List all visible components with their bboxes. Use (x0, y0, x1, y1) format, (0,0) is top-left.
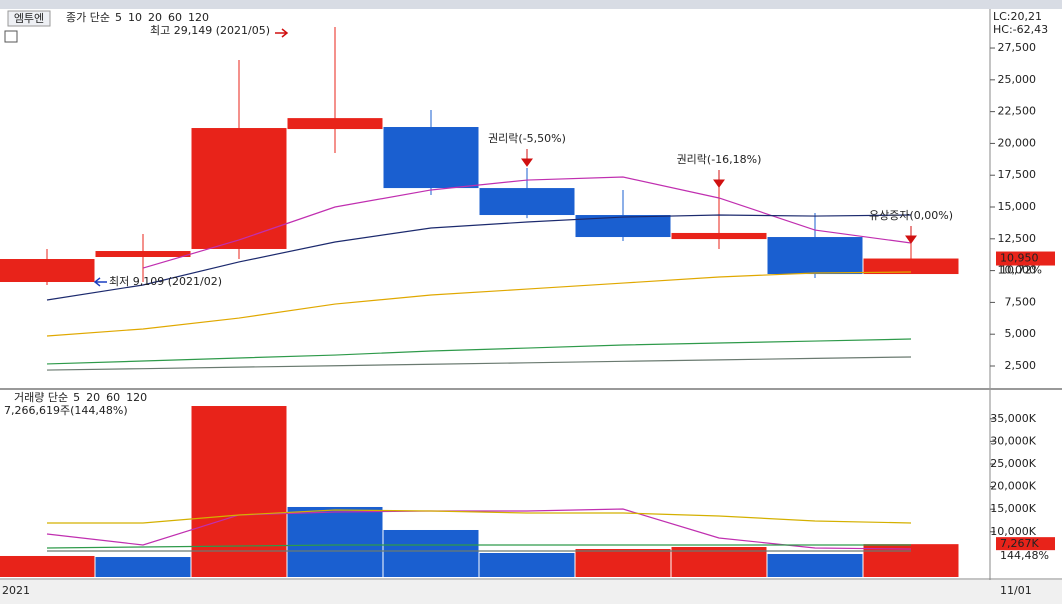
change-label: 10,72% (1000, 264, 1042, 277)
volume-bar (575, 549, 671, 577)
candle-body (479, 188, 575, 216)
y-tick-label: 17,500 (998, 168, 1037, 181)
y-tick-label: 27,500 (998, 41, 1037, 54)
y-tick-label: 25,000 (998, 73, 1037, 86)
legend-title: 종가 단순 (66, 11, 110, 24)
annotation: 권리락(-16,18%) (677, 153, 762, 166)
y-tick-label: 2,500 (1005, 359, 1037, 372)
legend-entry: 20 (86, 391, 100, 404)
y-tick-label: 35,000K (990, 412, 1036, 425)
ma-line (46, 214, 912, 301)
plot-area (0, 9, 990, 580)
y-tick-label: 10,000 (998, 264, 1037, 277)
candle-body (671, 232, 767, 240)
axis-panel (990, 9, 1062, 580)
time-label: 2021 (2, 584, 30, 597)
volume-bar (383, 529, 479, 577)
candle-body (0, 259, 95, 283)
candle-body (287, 118, 383, 130)
volume-bar (863, 544, 959, 577)
y-tick-label: 5,000 (1005, 327, 1037, 340)
ma-line (46, 508, 912, 550)
volume-bar (287, 506, 383, 577)
last-volume-label: 7,267K (1000, 537, 1039, 550)
volume-bar (0, 555, 95, 577)
indicator: HC:-62,43 (993, 23, 1048, 36)
legend-entry: 5 (73, 391, 80, 404)
legend-title: 거래량 단순 (14, 391, 68, 404)
y-tick-label: 15,000 (998, 200, 1037, 213)
legend-entry: 20 (148, 11, 162, 24)
time-label: 11/01 (1000, 584, 1032, 597)
ma-line (47, 509, 912, 524)
annotation-arrow (275, 28, 289, 38)
candle-body (863, 258, 959, 275)
annotation: 권리락(-5,50%) (488, 132, 566, 145)
legend-entry: 60 (168, 11, 182, 24)
y-tick-label: 20,000 (998, 136, 1037, 149)
y-tick-label: 7,500 (1005, 295, 1037, 308)
legend-entry: 60 (106, 391, 120, 404)
ma-line (46, 271, 912, 337)
candle-body (191, 128, 287, 249)
event-arrow (905, 226, 917, 244)
volume-bar (191, 406, 287, 577)
ma-line (46, 338, 912, 365)
y-tick-label: 20,000K (990, 480, 1036, 493)
event-arrow (521, 149, 533, 167)
volume-bar (479, 552, 575, 577)
ma-line (46, 544, 911, 549)
y-tick-label: 22,500 (998, 105, 1037, 118)
last-price-label: 10,950 (1000, 252, 1039, 265)
change-label: 144,48% (1000, 549, 1049, 562)
y-tick-label: 10,000K (990, 525, 1036, 538)
y-tick-label: 12,500 (998, 232, 1037, 245)
last-price-box (996, 251, 1055, 266)
legend-entry: 5 (115, 11, 122, 24)
annotation-arrow (93, 277, 107, 287)
ma-line (142, 176, 912, 269)
candle-body (95, 251, 191, 257)
indicator: LC:20,21 (993, 10, 1042, 23)
time-axis (0, 580, 1062, 604)
ma-line (46, 356, 912, 371)
stock-button[interactable] (7, 10, 51, 27)
last-volume-box (996, 537, 1055, 551)
y-tick-label: 15,000K (990, 502, 1036, 515)
y-tick-label: 30,000K (990, 434, 1036, 447)
y-tick-label: 25,000K (990, 457, 1036, 470)
volume-bar (671, 546, 767, 577)
legend-entry: 120 (126, 391, 147, 404)
event-arrow (713, 170, 725, 188)
annotation: 유상증자(0,00%) (869, 209, 953, 222)
subtitle: 7,266,619주(144,48%) (4, 404, 128, 417)
volume-bar (767, 553, 863, 577)
legend-entry: 10 (128, 11, 142, 24)
legend-entry: 120 (188, 11, 209, 24)
annotation: 최저 9,109 (2021/02) (109, 275, 222, 288)
candle-body (383, 127, 479, 189)
annotation: 최고 29,149 (2021/05) (150, 24, 270, 37)
candle-body (767, 237, 863, 275)
menu-icon[interactable] (4, 30, 18, 43)
candle-body (575, 215, 671, 238)
toolbar (0, 0, 1062, 9)
volume-bar (95, 557, 191, 577)
stock-button-label[interactable]: 엠투엔 (14, 12, 44, 25)
